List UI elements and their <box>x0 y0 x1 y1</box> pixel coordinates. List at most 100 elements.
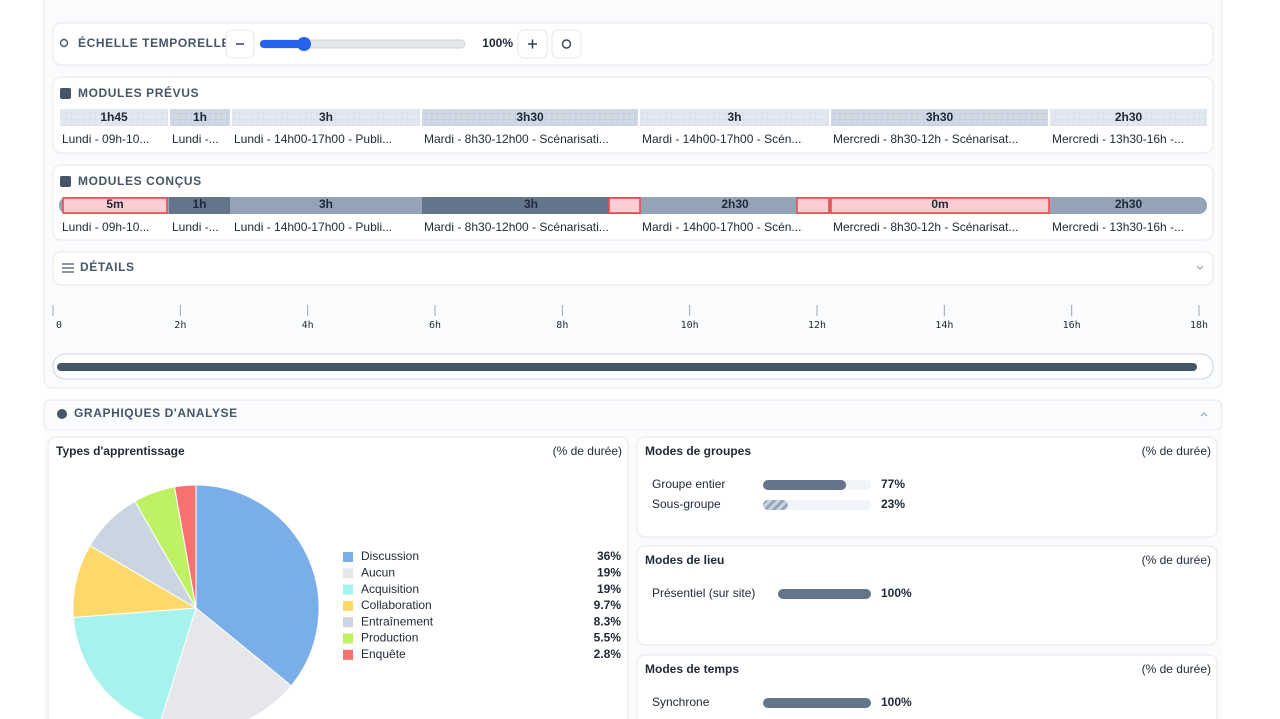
planned-module <box>640 109 829 126</box>
planned-module <box>170 109 230 126</box>
legend-value: 5.5% <box>594 631 622 645</box>
axis-tick-label: 2h <box>174 320 186 331</box>
designed-module-missing <box>62 197 168 214</box>
chart-title: Modes de groupes <box>645 444 751 458</box>
pie-slice <box>173 484 197 609</box>
planned-duration: 1h45 <box>100 110 128 124</box>
designed-label: Mercredi - 13h30-16h -... <box>1052 220 1184 234</box>
bar-label: Synchrone <box>652 695 710 709</box>
chart-card <box>636 545 1218 646</box>
bar-value: 77% <box>881 477 905 491</box>
bar-label: Présentiel (sur site) <box>652 586 755 600</box>
designed-module <box>422 197 640 214</box>
planned-duration: 3h <box>319 110 333 124</box>
zoom-fill <box>260 40 304 48</box>
legend-label: Aucun <box>361 565 395 579</box>
axis-tick-label: 10h <box>681 320 699 331</box>
axis-tick-label: 0 <box>56 320 62 331</box>
chart-title: Modes de temps <box>645 662 739 676</box>
legend-swatch <box>343 617 353 628</box>
bar-value: 100% <box>881 586 912 600</box>
legend-swatch <box>343 584 353 595</box>
legend-label: Discussion <box>361 549 419 563</box>
bar-label: Groupe entier <box>652 477 725 491</box>
chart-subtitle: (% de durée) <box>553 444 622 458</box>
planned-label: Mardi - 14h00-17h00 - Scén... <box>642 132 801 146</box>
reset-button[interactable] <box>551 29 582 59</box>
planned-icon <box>60 88 71 99</box>
designed-label: Mardi - 14h00-17h00 - Scén... <box>642 220 801 234</box>
planned-module <box>60 109 168 126</box>
details-chevron[interactable] <box>1196 265 1204 270</box>
planned-duration: 3h <box>727 110 741 124</box>
designed-label: Lundi - 09h-10... <box>62 220 149 234</box>
zoom-thumb[interactable] <box>297 37 311 51</box>
chart-card <box>636 436 1218 538</box>
bar <box>763 500 788 510</box>
planned-module <box>232 109 420 126</box>
planned-title: MODULES PRÉVUS <box>78 85 199 100</box>
planned-duration: 3h30 <box>926 110 954 124</box>
designed-label: Lundi - 14h00-17h00 - Publi... <box>234 220 392 234</box>
analysis-chevron[interactable] <box>1200 412 1208 417</box>
zoom-card <box>52 22 1214 66</box>
chart-title: Modes de lieu <box>645 553 724 567</box>
bar-value: 23% <box>881 497 905 511</box>
legend-swatch <box>343 552 353 562</box>
planned-label: Lundi - 14h00-17h00 - Publi... <box>234 132 392 146</box>
bar <box>763 698 871 708</box>
planned-module <box>831 109 1048 126</box>
planned-duration: 2h30 <box>1115 110 1143 124</box>
scrollbar-thumb[interactable] <box>57 363 1197 371</box>
analysis-icon <box>57 409 67 419</box>
axis-tick-label: 12h <box>808 320 826 331</box>
axis-tick-label: 18h <box>1190 320 1208 331</box>
chart-subtitle: (% de durée) <box>1142 553 1211 567</box>
designed-duration: 2h30 <box>1115 197 1143 211</box>
designed-overflow <box>608 197 641 214</box>
designed-duration: 0m <box>931 197 948 211</box>
axis-tick-label: 6h <box>429 320 441 331</box>
designed-duration: 1h <box>192 197 206 211</box>
legend-swatch <box>343 633 353 644</box>
designed-icon <box>60 176 71 187</box>
chart-subtitle: (% de durée) <box>1142 444 1211 458</box>
legend-value: 19% <box>597 565 621 579</box>
designed-label: Mardi - 8h30-12h00 - Scénarisati... <box>424 220 609 234</box>
pie-slice <box>72 607 197 719</box>
analysis-title: GRAPHIQUES D'ANALYSE <box>74 406 238 420</box>
bar-value: 100% <box>881 695 912 709</box>
details-card <box>52 251 1214 286</box>
legend-label: Enquête <box>361 647 406 661</box>
planned-duration: 3h30 <box>516 110 544 124</box>
legend-value: 8.3% <box>594 614 622 628</box>
plus-icon <box>528 39 537 49</box>
details-icon <box>62 263 74 273</box>
designed-label: Mercredi - 8h30-12h - Scénarisat... <box>833 220 1018 234</box>
legend-value: 36% <box>597 549 621 563</box>
zoom-value: 100% <box>482 36 513 50</box>
pie-slice <box>195 484 320 687</box>
pie-slice <box>72 545 198 618</box>
designed-module <box>169 197 230 214</box>
designed-module-missing <box>830 197 1050 214</box>
planned-duration: 1h <box>193 110 207 124</box>
bar-track <box>763 500 871 510</box>
search-icon <box>59 38 69 48</box>
axis-tick-label: 14h <box>935 320 953 331</box>
zoom-label: ÉCHELLE TEMPORELLE <box>78 35 230 50</box>
designed-duration: 3h <box>319 197 333 211</box>
designed-duration: 5m <box>106 197 123 211</box>
legend-value: 9.7% <box>594 598 622 612</box>
legend-label: Production <box>361 631 418 645</box>
pie-slice <box>160 607 293 719</box>
planned-module <box>422 109 638 126</box>
legend-swatch <box>343 649 353 660</box>
planned-label: Mardi - 8h30-12h00 - Scénarisati... <box>424 132 609 146</box>
reset-icon <box>561 39 572 49</box>
planned-label: Lundi - 09h-10... <box>62 132 149 146</box>
planned-label: Mercredi - 13h30-16h -... <box>1052 132 1184 146</box>
bar <box>763 480 847 490</box>
